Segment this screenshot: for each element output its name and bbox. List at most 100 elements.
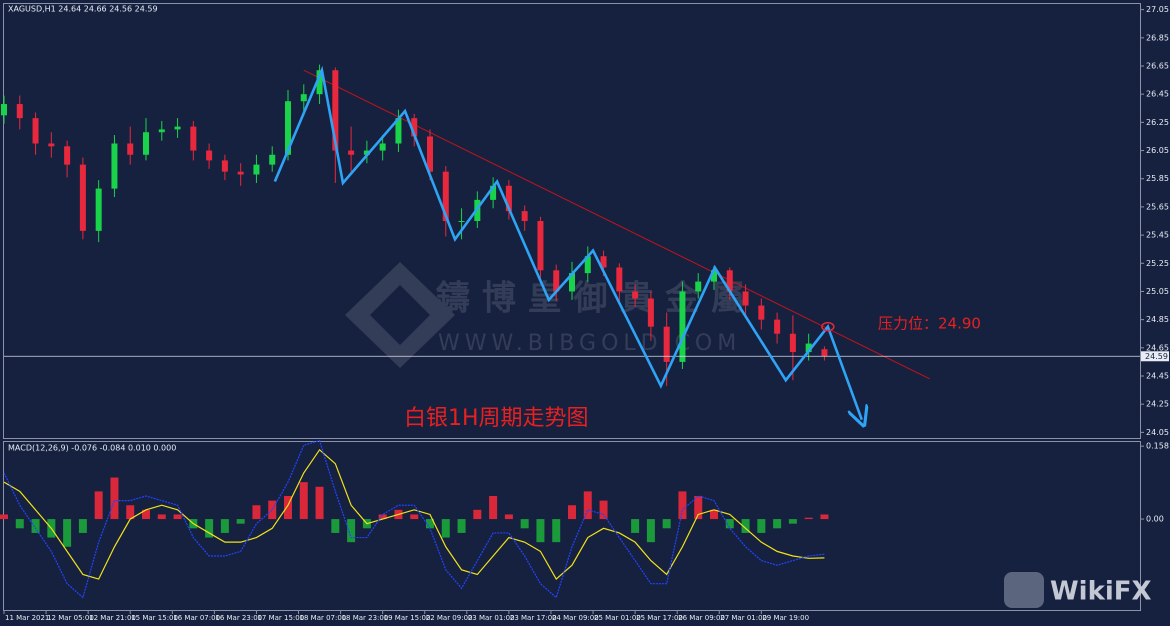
- macd-histogram-bar: [78, 519, 87, 533]
- macd-histogram-bar: [678, 491, 687, 520]
- x-tick-label: 24 Mar 09:00: [552, 614, 599, 622]
- macd-header: MACD(12,26,9) -0.076 -0.084 0.010 0.000: [8, 444, 176, 453]
- macd-histogram-bar: [205, 519, 214, 538]
- macd-histogram-bar: [725, 519, 734, 529]
- watermark: 鑄 博 皇 御 貴 金 屬 WWW.BIBGOLD.COM: [345, 262, 745, 368]
- y-tick-label: 26.65: [1146, 62, 1169, 71]
- y-tick-label: 26.85: [1146, 33, 1169, 42]
- candle-body: [616, 267, 623, 292]
- macd-histogram-bar: [741, 519, 750, 533]
- macd-histogram-bar: [426, 519, 434, 529]
- y-tick-label: 25.45: [1146, 231, 1169, 240]
- candle-body: [726, 270, 733, 292]
- candle-body: [821, 349, 828, 357]
- candle-body: [742, 291, 749, 306]
- macd-histogram-bar: [710, 509, 718, 520]
- x-tick-label: 25 Mar 01:00: [594, 614, 641, 622]
- macd-histogram-bar: [489, 496, 498, 520]
- y-tick-label: 25.65: [1146, 202, 1169, 211]
- macd-histogram-bar: [268, 500, 277, 520]
- candle-body: [427, 136, 433, 172]
- wikifx-badge: WikiFX: [1004, 572, 1152, 608]
- macd-histogram-bar: [552, 519, 561, 543]
- macd-histogram-bar: [504, 514, 513, 520]
- macd-histogram-bar: [126, 505, 135, 520]
- candle-body: [32, 118, 39, 144]
- x-tick-label: 18 Mar 07:00: [300, 614, 347, 622]
- macd-histogram-bar: [157, 514, 166, 520]
- macd-histogram-bar: [410, 514, 419, 520]
- macd-histogram-bar: [252, 505, 261, 520]
- watermark-logo: [345, 262, 455, 368]
- y-tick-label: 24.65: [1146, 343, 1169, 352]
- candle-body: [237, 171, 244, 175]
- macd-histogram-bar: [220, 519, 229, 533]
- candle-body: [395, 118, 402, 144]
- candle-body: [490, 185, 497, 200]
- y-tick-label: 24.25: [1146, 400, 1169, 409]
- chart-annotation-title: 白银1H周期走势图: [404, 406, 589, 431]
- macd-histogram-bar: [788, 519, 797, 524]
- candle-body: [332, 70, 339, 151]
- candle-body: [758, 305, 765, 320]
- y-tick-label: 24.85: [1146, 315, 1169, 324]
- candle-body: [647, 298, 654, 327]
- candle-body: [221, 160, 228, 172]
- zigzag-line: [273, 65, 862, 419]
- y-tick-label: 26.25: [1146, 118, 1169, 127]
- macd-panel: [3, 441, 1141, 611]
- candle-body: [774, 319, 781, 334]
- macd-histogram-bar: [804, 517, 813, 520]
- watermark-logo-inner: [370, 285, 430, 345]
- macd-histogram-bar: [0, 514, 8, 520]
- macd-line: [3, 439, 825, 599]
- candle-body: [300, 94, 307, 102]
- x-tick-label: 12 Mar 21:00: [89, 614, 136, 622]
- macd-histogram-bar: [646, 519, 655, 543]
- macd-histogram-bar: [236, 519, 245, 524]
- macd-histogram-bar: [378, 514, 387, 520]
- macd-histogram-bar: [315, 486, 324, 520]
- x-tick-label: 27 Mar 01:00: [720, 614, 767, 622]
- x-tick-label: 17 Mar 15:00: [257, 614, 304, 622]
- current-price-label: 24.59: [1145, 352, 1168, 361]
- candle-body: [48, 143, 55, 147]
- x-tick-label: 19 Mar 15:00: [384, 614, 431, 622]
- y-tick-label: 24.05: [1146, 428, 1169, 437]
- x-tick-label: 11 Mar 2021: [5, 614, 49, 622]
- x-tick-label: 23 Mar 17:00: [510, 614, 557, 622]
- candle-body: [363, 150, 370, 155]
- macd-histogram-bar: [662, 519, 671, 529]
- candle-body: [206, 150, 213, 161]
- macd-histogram-bar: [347, 519, 356, 543]
- candle-body: [584, 256, 591, 274]
- y-tick-label: 26.45: [1146, 90, 1169, 99]
- macd-histogram-bar: [694, 496, 703, 520]
- x-tick-label: 18 Mar 23:00: [342, 614, 389, 622]
- candle-body: [458, 221, 465, 222]
- x-tick-label: 26 Mar 09:00: [678, 614, 725, 622]
- macd-histogram-bar: [441, 519, 450, 538]
- y-tick-label: 24.45: [1146, 372, 1169, 381]
- x-tick-label: 23 Mar 01:00: [468, 614, 515, 622]
- candle-body: [632, 291, 639, 299]
- macd-histogram-bar: [631, 519, 640, 533]
- price-panel: [3, 3, 1141, 439]
- price-header: XAGUSD,H1 24.64 24.66 24.56 24.59: [8, 5, 158, 14]
- macd-histogram-bar: [142, 509, 150, 520]
- macd-histogram-bar: [536, 519, 545, 543]
- y-tick-label: 0.00: [1146, 515, 1164, 524]
- macd-histogram-bar: [15, 519, 24, 529]
- candle-body: [348, 150, 355, 155]
- macd-histogram-bar: [284, 496, 292, 520]
- candle-body: [521, 211, 528, 221]
- candle-body: [158, 129, 165, 133]
- macd-histogram-bar: [110, 477, 119, 520]
- y-tick-label: 25.25: [1146, 259, 1169, 268]
- candle-body: [553, 270, 560, 292]
- x-tick-label: 12 Mar 05:00: [47, 614, 94, 622]
- candle-body: [143, 132, 149, 155]
- y-tick-label: 0.158: [1146, 442, 1169, 451]
- candle-body: [190, 126, 197, 151]
